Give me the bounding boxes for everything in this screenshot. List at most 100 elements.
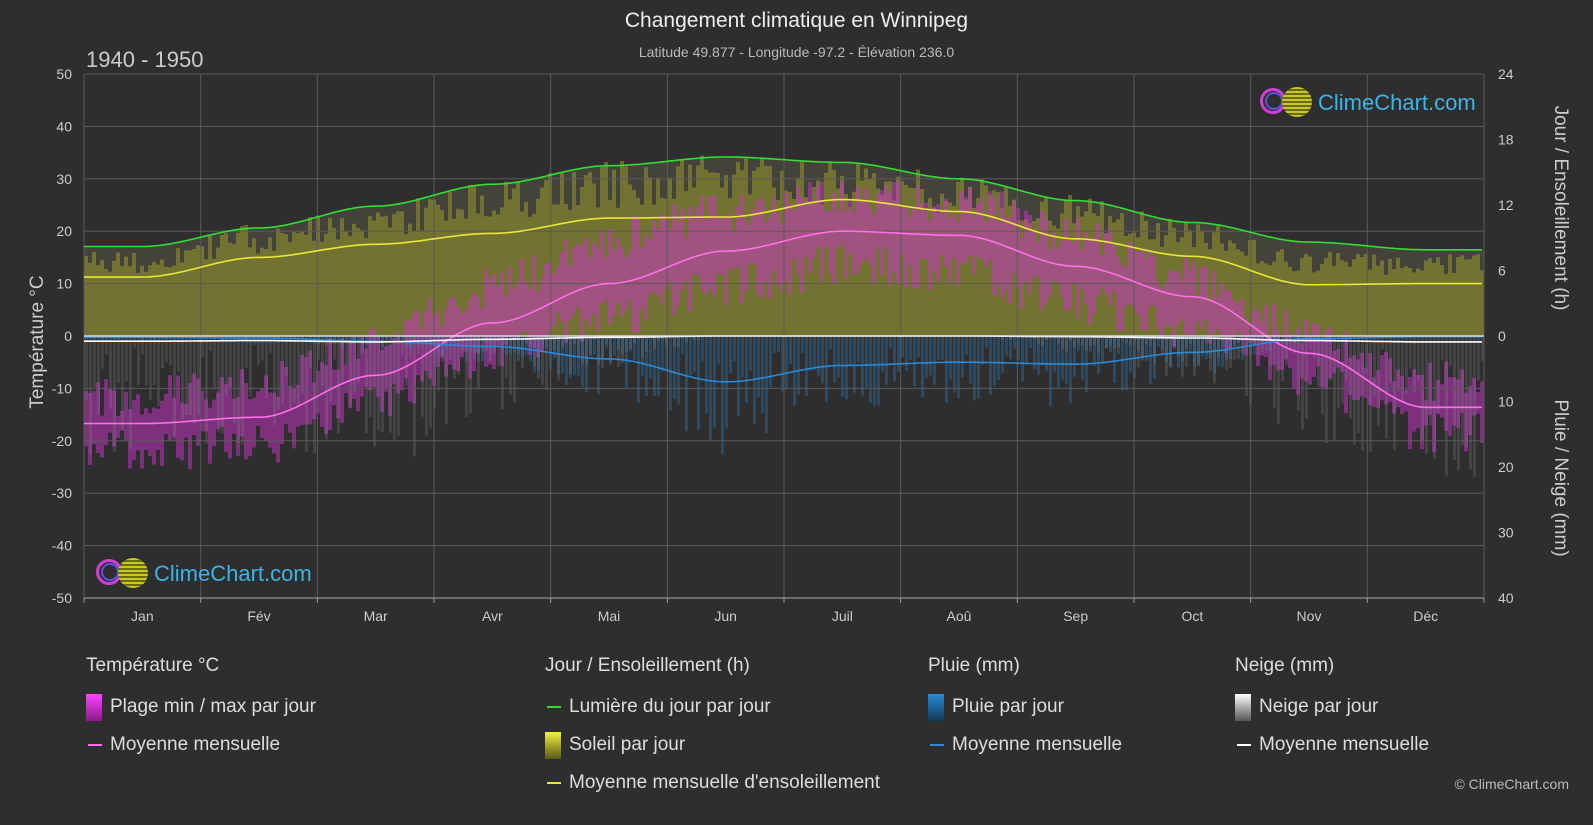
snow-bar bbox=[237, 336, 240, 444]
climechart-logo-top[interactable]: ClimeChart.com bbox=[1260, 87, 1476, 119]
rain-bar bbox=[1021, 336, 1024, 382]
snow-bar bbox=[609, 336, 612, 363]
rain-bar bbox=[705, 336, 708, 415]
snow-bar bbox=[1033, 336, 1036, 340]
rain-bar bbox=[893, 336, 896, 382]
temp-range-bar bbox=[748, 225, 752, 264]
legend-snow-mean: Moyenne mensuelle bbox=[1235, 731, 1429, 759]
temp-range-bar bbox=[308, 350, 312, 425]
temp-range-bar bbox=[876, 194, 880, 249]
sunshine-bar bbox=[1432, 262, 1436, 336]
temp-range-bar bbox=[628, 251, 632, 301]
snow-bar bbox=[285, 336, 288, 377]
snow-bar bbox=[553, 336, 556, 351]
sunshine-bar bbox=[1364, 253, 1368, 336]
sunshine-bar bbox=[1236, 249, 1240, 336]
temp-range-bar bbox=[220, 377, 224, 427]
legend-sunshine: Soleil par jour bbox=[545, 731, 880, 759]
temp-range-bar bbox=[932, 206, 936, 271]
snow-bar bbox=[421, 336, 424, 417]
temp-range-bar bbox=[600, 232, 604, 304]
temp-range-bar bbox=[1404, 390, 1408, 412]
sunshine-bar bbox=[976, 197, 980, 336]
rain-bar bbox=[889, 336, 892, 349]
snow-bar bbox=[1209, 336, 1212, 371]
snow-bar bbox=[1097, 336, 1100, 353]
snow-bar bbox=[125, 336, 128, 382]
temp-range-bar bbox=[1432, 400, 1436, 452]
temp-range-bar bbox=[436, 310, 440, 367]
temp-range-bar bbox=[1208, 301, 1212, 344]
rain-bar bbox=[525, 336, 528, 356]
snow-bar bbox=[1409, 336, 1412, 369]
snow-bar bbox=[1385, 336, 1388, 439]
snow-bar bbox=[349, 336, 352, 409]
snow-bar bbox=[1273, 336, 1276, 408]
y-left-tick-label: -30 bbox=[52, 485, 72, 501]
snow-bar bbox=[105, 336, 108, 355]
snow-bar bbox=[97, 336, 100, 415]
temp-range-bar bbox=[1260, 321, 1264, 356]
snow-bar bbox=[529, 336, 532, 347]
axes-layer: 50 40 30 20 10 0 -10 -20 -30 -40 -50 Jan Fév Mar Avr Ma… bbox=[52, 66, 1514, 624]
y-right-bottom-tick-label: 20 bbox=[1498, 459, 1514, 475]
sunshine-bar bbox=[332, 228, 336, 336]
snow-daily-swatch bbox=[1235, 693, 1251, 721]
snow-bar bbox=[1197, 336, 1200, 367]
snow-bar bbox=[1417, 336, 1420, 382]
y-right-top-tick-label: 12 bbox=[1498, 197, 1514, 213]
y-left-tick-label: 30 bbox=[56, 171, 72, 187]
sunshine-bar bbox=[304, 234, 308, 336]
temp-range-bar bbox=[444, 309, 448, 377]
snow-bar bbox=[181, 336, 184, 420]
sunshine-bar bbox=[900, 181, 904, 336]
sunshine-bar bbox=[272, 250, 276, 336]
rain-bar bbox=[1081, 336, 1084, 380]
temp-range-bar bbox=[1164, 282, 1168, 326]
temp-range-bar bbox=[1148, 249, 1152, 307]
sunshine-bar bbox=[1404, 266, 1408, 336]
snow-bar bbox=[1277, 336, 1280, 424]
x-tick-label: Nov bbox=[1297, 608, 1322, 624]
snow-bar bbox=[641, 336, 644, 358]
snow-bar bbox=[1161, 336, 1164, 355]
sunshine-bar bbox=[932, 207, 936, 336]
temp-range-bar bbox=[900, 206, 904, 255]
temp-range-bar bbox=[316, 371, 320, 414]
snow-bar bbox=[153, 336, 156, 386]
temp-range-bar bbox=[272, 392, 276, 454]
temp-range-bar bbox=[264, 375, 268, 442]
rain-bar bbox=[393, 336, 396, 341]
temp-range-bar bbox=[868, 206, 872, 265]
x-tick-label: Fév bbox=[247, 608, 270, 624]
temp-range-bar bbox=[104, 379, 108, 446]
sunshine-bar bbox=[1440, 264, 1444, 336]
rain-bar bbox=[701, 336, 704, 362]
rain-bar bbox=[641, 336, 644, 377]
rain-bar bbox=[661, 336, 664, 372]
temp-range-bar bbox=[328, 338, 332, 431]
temp-range-bar bbox=[1420, 375, 1424, 450]
rain-bar bbox=[493, 336, 496, 351]
snow-bar bbox=[1225, 336, 1228, 370]
temp-range-bar bbox=[140, 414, 144, 469]
sunshine-bar bbox=[512, 188, 516, 336]
temp-range-bar bbox=[1272, 303, 1276, 365]
daylight-line bbox=[84, 156, 1482, 251]
legend-temperature-title: Température °C bbox=[86, 655, 220, 676]
snow-bar bbox=[85, 336, 88, 400]
rain-bar bbox=[1221, 336, 1224, 368]
rain-bar bbox=[553, 336, 556, 359]
sunshine-bar bbox=[448, 192, 452, 336]
snow-bar bbox=[697, 336, 700, 341]
climechart-logo-bottom[interactable]: ClimeChart.com bbox=[96, 558, 312, 590]
temp-range-bar bbox=[284, 366, 288, 424]
temp-range-bar bbox=[752, 208, 756, 264]
sunshine-bar bbox=[1256, 263, 1260, 336]
temp-range-bar bbox=[556, 266, 560, 313]
temp-range-bar bbox=[788, 203, 792, 295]
rain-bar bbox=[1001, 336, 1004, 373]
temp-range-bar bbox=[1424, 400, 1428, 426]
rain-bar bbox=[1097, 336, 1100, 374]
temp-range-bar bbox=[172, 397, 176, 438]
